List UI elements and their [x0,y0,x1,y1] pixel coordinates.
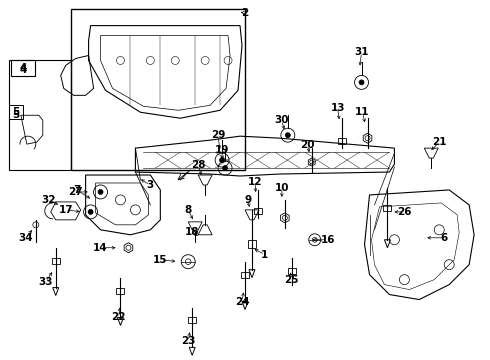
Text: 24: 24 [235,297,249,306]
Text: 30: 30 [274,115,289,125]
Bar [254,208,262,214]
Bar [11,60,35,76]
Bar [117,288,124,293]
Circle shape [285,133,290,138]
Text: 18: 18 [185,227,199,237]
Text: 6: 6 [441,233,448,243]
Circle shape [98,189,103,194]
Text: 12: 12 [248,177,262,187]
Text: 22: 22 [111,312,126,323]
Text: 11: 11 [355,107,370,117]
Text: 7: 7 [73,185,80,195]
Text: 16: 16 [320,235,335,245]
Circle shape [88,210,93,214]
Text: 3: 3 [147,180,154,190]
Text: 21: 21 [432,137,446,147]
Bar [9,105,23,119]
Text: 4: 4 [19,66,26,76]
Text: 26: 26 [397,207,412,217]
Text: 13: 13 [330,103,345,113]
Bar [288,268,296,274]
Text: 27: 27 [68,187,83,197]
Bar [188,318,196,323]
Text: 23: 23 [181,336,196,346]
Text: 31: 31 [354,48,369,58]
Text: 25: 25 [285,275,299,285]
Text: 15: 15 [153,255,168,265]
Text: 4: 4 [19,63,26,73]
Text: 5: 5 [12,110,20,120]
Text: 8: 8 [185,205,192,215]
Bar [248,240,256,248]
Bar [338,138,345,144]
Bar [71,9,245,170]
Text: 17: 17 [58,205,73,215]
Text: 19: 19 [215,145,229,155]
Text: 2: 2 [242,8,248,18]
Bar [384,205,392,211]
Text: 14: 14 [93,243,108,253]
Text: 34: 34 [19,233,33,243]
Text: 1: 1 [261,250,269,260]
Circle shape [220,158,224,163]
Circle shape [222,166,227,171]
Text: 5: 5 [12,107,20,117]
Bar [241,272,249,278]
Bar [52,258,60,264]
Circle shape [359,80,364,85]
Text: 33: 33 [39,276,53,287]
Bar [9,60,71,170]
Text: 10: 10 [274,183,289,193]
Text: 9: 9 [245,195,251,205]
Text: 28: 28 [191,160,205,170]
Text: 20: 20 [300,140,315,150]
Text: 32: 32 [42,195,56,205]
Text: 29: 29 [211,130,225,140]
